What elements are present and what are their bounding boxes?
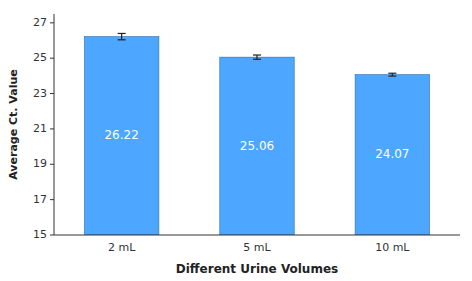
y-tick-label: 19 xyxy=(33,157,47,170)
error-line xyxy=(256,55,257,59)
error-cap xyxy=(388,73,396,74)
marks xyxy=(84,33,429,235)
bar xyxy=(84,37,158,235)
y-tick xyxy=(50,199,54,200)
y-tick-label: 21 xyxy=(33,122,47,135)
y-tick-label: 17 xyxy=(33,193,47,206)
axes: 15 17 19 21 23 25 27 2 mL 5 mL 10 mL xyxy=(33,14,460,254)
x-tick-label: 5 mL xyxy=(243,241,271,254)
y-tick-label: 15 xyxy=(33,228,47,241)
page: {"chart_data": {"type": "bar", "categori… xyxy=(0,0,472,281)
error-cap xyxy=(388,75,396,76)
y-axis-line xyxy=(54,14,55,235)
x-tick-label: 10 mL xyxy=(375,241,410,254)
error-cap xyxy=(118,39,126,40)
error-line xyxy=(121,33,122,39)
y-tick xyxy=(50,58,54,59)
data-label: 26.22 xyxy=(104,128,138,142)
data-label: 25.06 xyxy=(240,139,274,153)
error-bar xyxy=(253,55,261,59)
y-tick xyxy=(50,164,54,165)
y-tick-label: 23 xyxy=(33,87,47,100)
x-axis-line xyxy=(54,235,460,236)
y-tick xyxy=(50,128,54,129)
y-tick-label: 27 xyxy=(33,16,47,29)
error-bar xyxy=(118,33,126,39)
x-axis-label: Different Urine Volumes xyxy=(176,262,338,276)
y-tick xyxy=(50,22,54,23)
bar xyxy=(220,57,294,235)
data-labels: 26.22 25.06 24.07 xyxy=(104,128,409,161)
error-cap xyxy=(253,59,261,60)
y-tick xyxy=(50,235,54,236)
bar xyxy=(355,75,429,235)
chart-container: 26.22 25.06 24.07 15 17 19 21 23 25 27 2 mL 5 mL 10 … xyxy=(0,0,472,281)
x-tick-label: 2 mL xyxy=(108,241,136,254)
chart-svg: 26.22 25.06 24.07 15 17 19 21 23 25 27 2 mL 5 mL 10 … xyxy=(0,0,472,281)
error-cap xyxy=(253,54,261,55)
error-cap xyxy=(118,33,126,34)
error-bar xyxy=(388,73,396,76)
y-tick-label: 25 xyxy=(33,51,47,64)
data-label: 24.07 xyxy=(375,147,409,161)
y-tick xyxy=(50,93,54,94)
y-axis-label: Average Ct. Value xyxy=(7,69,20,180)
